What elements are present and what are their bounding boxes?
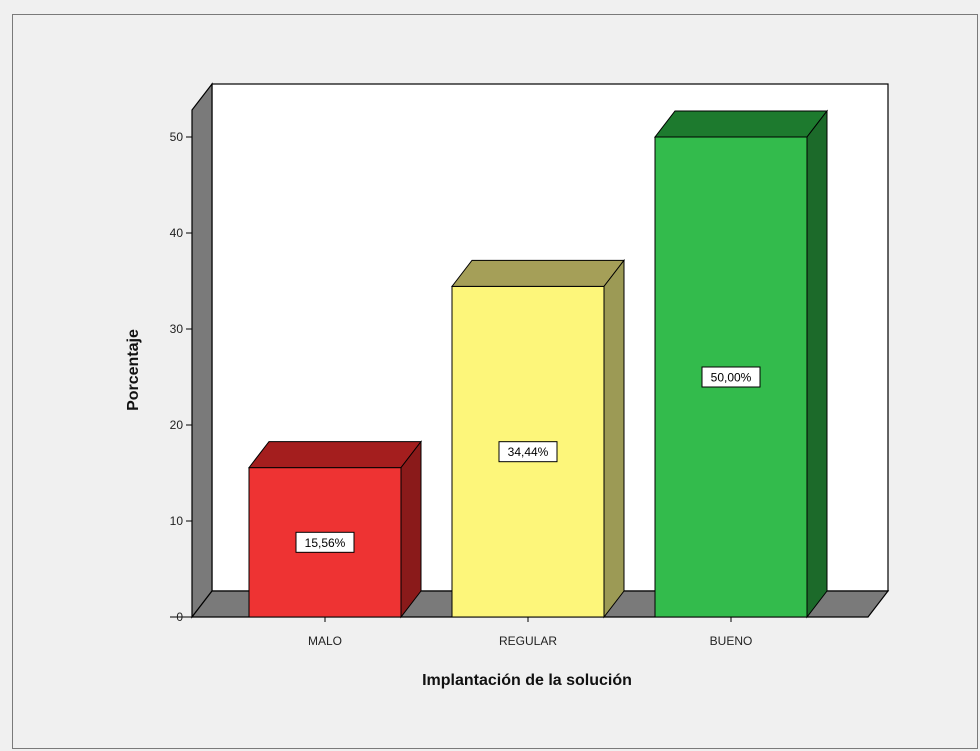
y-axis-title: Porcentaje bbox=[125, 329, 142, 411]
bars bbox=[247, 109, 829, 619]
y-tick-label: 10 bbox=[170, 514, 184, 528]
labels: 15,56% MALO 34,44% REGULAR 50,00% BUENO bbox=[295, 366, 761, 648]
data-label-box bbox=[295, 531, 355, 553]
x-tick-label: MALO bbox=[308, 634, 342, 648]
bar-top bbox=[247, 441, 423, 469]
data-label: 15,56% bbox=[305, 536, 346, 550]
y-tick-label: 30 bbox=[170, 322, 184, 336]
y-axis: 0 10 20 30 40 50 bbox=[170, 130, 192, 624]
left-wall bbox=[191, 82, 213, 619]
y-tick-label: 0 bbox=[176, 610, 183, 624]
data-label: 50,00% bbox=[711, 371, 752, 385]
data-label: 34,44% bbox=[508, 445, 549, 459]
y-tick-label: 50 bbox=[170, 130, 184, 144]
x-tick-label: REGULAR bbox=[499, 634, 557, 648]
y-tick-label: 20 bbox=[170, 418, 184, 432]
bar-side bbox=[603, 258, 625, 619]
bar-top bbox=[450, 259, 626, 287]
y-tick-label: 40 bbox=[170, 226, 184, 240]
x-tick-label: BUENO bbox=[710, 634, 753, 648]
bar-side bbox=[806, 109, 828, 619]
bar-side bbox=[400, 440, 422, 619]
data-label-box bbox=[701, 366, 761, 388]
bar-top bbox=[653, 110, 829, 138]
data-label-box bbox=[498, 441, 558, 463]
x-axis-title: Implantación de la solución bbox=[422, 672, 632, 689]
